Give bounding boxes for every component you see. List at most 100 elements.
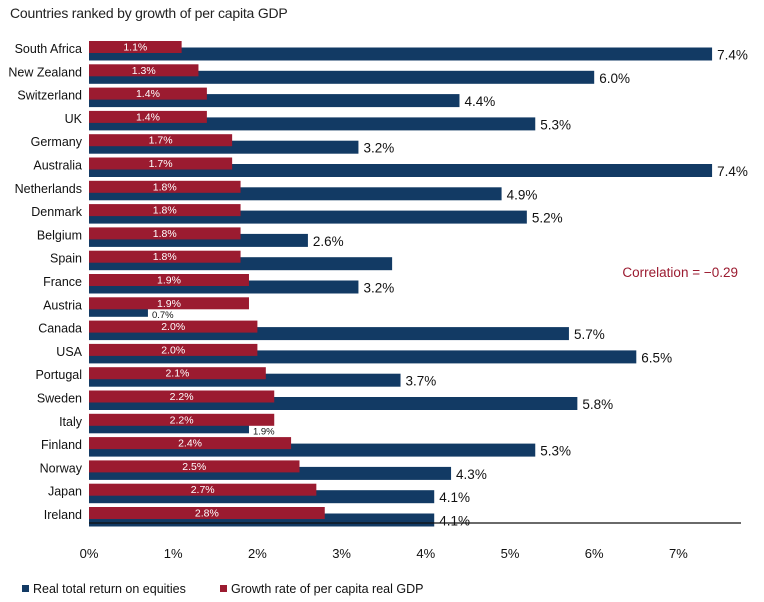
x-tick-label: 1% [164, 546, 183, 561]
category-label: USA [56, 345, 82, 359]
category-label: Australia [33, 159, 82, 173]
gdp-bar [89, 204, 241, 217]
gdp-bar [89, 437, 292, 450]
equity-value-label: 1.9% [253, 426, 275, 437]
gdp-bar [89, 460, 300, 473]
category-label: Germany [31, 135, 83, 149]
gdp-value-label: 2.0% [161, 321, 185, 333]
category-label: Finland [41, 438, 82, 452]
category-label: Sweden [37, 392, 82, 406]
equity-value-label: 0.7% [152, 310, 174, 321]
legend-label-gdp: Growth rate of per capita real GDP [231, 582, 423, 596]
equity-value-label: 2.6% [313, 234, 344, 249]
equity-bar [89, 47, 713, 61]
x-tick-label: 0% [80, 546, 99, 561]
equity-value-label: 7.4% [717, 164, 748, 179]
category-label: Ireland [44, 508, 82, 522]
category-label: Denmark [31, 205, 82, 219]
category-label: Belgium [37, 228, 82, 242]
gdp-value-label: 1.7% [149, 135, 173, 147]
x-tick-label: 2% [248, 546, 267, 561]
gdp-value-label: 2.7% [191, 484, 215, 496]
equity-value-label: 4.4% [464, 94, 495, 109]
gdp-bar [89, 320, 258, 333]
legend-swatch-gdp [220, 585, 227, 592]
equity-value-label: 4.3% [456, 467, 487, 482]
gdp-value-label: 2.8% [195, 508, 219, 520]
equity-value-label: 4.1% [439, 514, 470, 529]
gdp-bar [89, 297, 249, 310]
gdp-value-label: 2.5% [182, 461, 206, 473]
gdp-value-label: 1.8% [153, 181, 177, 193]
legend-swatch-equities [22, 585, 29, 592]
category-label: Italy [59, 415, 83, 429]
equity-value-label: 7.4% [717, 48, 748, 63]
equity-value-label: 6.5% [641, 350, 672, 365]
category-label: Portugal [35, 368, 82, 382]
equity-value-label: 3.2% [363, 281, 394, 296]
gdp-value-label: 1.3% [132, 65, 156, 77]
x-tick-label: 5% [501, 546, 520, 561]
category-label: Switzerland [17, 89, 82, 103]
gdp-value-label: 1.1% [123, 42, 147, 54]
category-label: Netherlands [15, 182, 82, 196]
gdp-value-label: 1.8% [153, 228, 177, 240]
gdp-bar [89, 180, 241, 193]
gdp-bar [89, 64, 199, 77]
gdp-bar [89, 507, 325, 519]
gdp-value-label: 1.8% [153, 205, 177, 217]
gdp-value-label: 1.9% [157, 275, 181, 287]
gdp-value-label: 1.7% [149, 158, 173, 170]
category-label: France [43, 275, 82, 289]
gdp-value-label: 2.2% [170, 391, 194, 403]
equity-value-label: 6.0% [599, 71, 630, 86]
gdp-value-label: 1.9% [157, 298, 181, 310]
x-tick-label: 7% [669, 546, 688, 561]
gdp-value-label: 1.4% [136, 111, 160, 123]
gdp-bar [89, 390, 275, 403]
gdp-bar [89, 413, 275, 426]
x-tick-label: 3% [332, 546, 351, 561]
gdp-bar [89, 110, 207, 123]
gdp-bar [89, 367, 266, 380]
gdp-bar [89, 343, 258, 356]
gdp-bar [89, 250, 241, 263]
gdp-bar [89, 134, 233, 147]
equity-value-label: 5.7% [574, 327, 605, 342]
x-tick-label: 6% [585, 546, 604, 561]
gdp-value-label: 2.0% [161, 344, 185, 356]
gdp-bar [89, 87, 207, 100]
legend-label-equities: Real total return on equities [33, 582, 186, 596]
category-label: UK [65, 112, 83, 126]
equity-value-label: 4.1% [439, 490, 470, 505]
category-label: Spain [50, 252, 82, 266]
gdp-bar [89, 483, 317, 496]
equity-value-label: 3.7% [406, 374, 437, 389]
gdp-bar [89, 274, 249, 286]
equity-value-label: 5.3% [540, 117, 571, 132]
category-label: New Zealand [8, 65, 82, 79]
gdp-bar [89, 227, 241, 240]
category-label: Canada [38, 322, 82, 336]
equity-value-label: 4.9% [507, 187, 538, 202]
equity-bar [89, 70, 595, 84]
category-label: Norway [40, 461, 83, 475]
equity-value-label: 5.8% [582, 397, 613, 412]
equity-value-label: 3.2% [363, 141, 394, 156]
gdp-bar [89, 41, 182, 53]
x-tick-label: 4% [416, 546, 435, 561]
equity-value-label: 5.2% [532, 211, 563, 226]
correlation-annotation: Correlation = −0.29 [622, 265, 738, 280]
gdp-value-label: 1.4% [136, 88, 160, 100]
gdp-value-label: 2.2% [170, 414, 194, 426]
chart-title: Countries ranked by growth of per capita… [10, 5, 288, 21]
gdp-value-label: 1.8% [153, 251, 177, 263]
gdp-bar [89, 157, 233, 170]
gdp-value-label: 2.4% [178, 438, 202, 450]
gdp-value-label: 2.1% [165, 368, 189, 380]
category-label: Austria [43, 298, 82, 312]
category-label: Japan [48, 485, 82, 499]
category-label: South Africa [15, 42, 82, 56]
